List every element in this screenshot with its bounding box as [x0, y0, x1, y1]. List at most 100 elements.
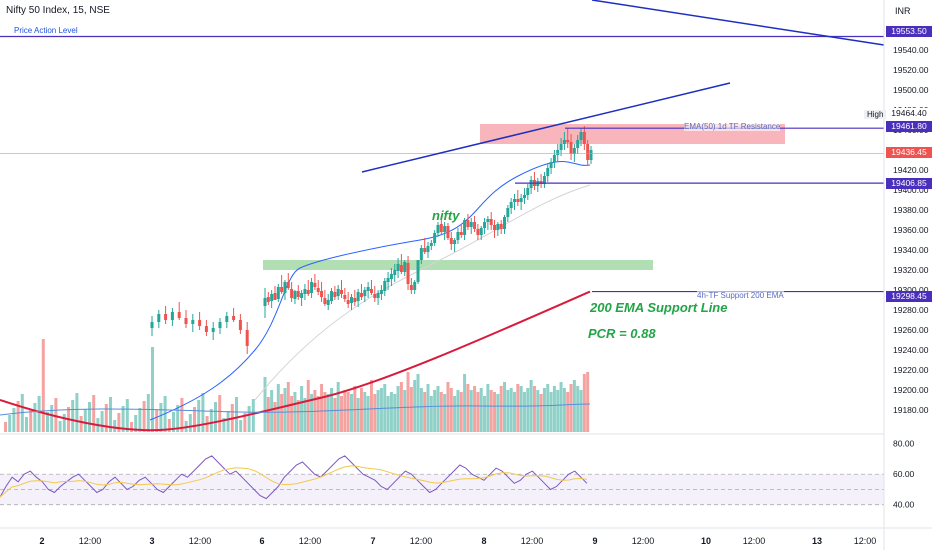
candle [529, 180, 533, 188]
candle [406, 263, 410, 284]
volume-bar [235, 397, 238, 432]
volume-bar [300, 386, 304, 432]
volume-bar [409, 387, 413, 432]
volume-bar [226, 411, 230, 432]
candle [493, 225, 497, 230]
candle [489, 219, 493, 225]
candle [576, 140, 580, 148]
candle [263, 298, 267, 306]
candle [273, 293, 277, 300]
candle [373, 294, 377, 298]
candle [296, 291, 300, 297]
x-tick-label: 6 [259, 536, 264, 546]
volume-bar [50, 405, 54, 432]
candle [293, 291, 297, 299]
volume-bar [159, 403, 163, 432]
candle [349, 297, 353, 303]
candle [343, 295, 347, 299]
candle [369, 289, 373, 293]
rsi-line [0, 455, 588, 500]
volume-bar [552, 386, 556, 432]
candle [436, 225, 440, 233]
volume-bar [436, 386, 440, 432]
volume-bar [303, 398, 307, 432]
resistance-tag: 19461.80 [886, 121, 932, 132]
volume-bar [459, 392, 463, 432]
volume-bar [366, 396, 370, 432]
candle [306, 290, 310, 294]
candle [419, 248, 423, 260]
volume-bar [549, 392, 553, 432]
candle [463, 220, 467, 235]
volume-bar [16, 401, 20, 432]
candle [559, 144, 563, 150]
y-tick-label: 19400.00 [893, 185, 929, 195]
volume-bar [83, 409, 87, 432]
volume-bar [333, 398, 337, 432]
volume-bar [416, 374, 420, 432]
y-tick-label: 19180.00 [893, 405, 929, 415]
volume-bar [117, 413, 121, 432]
candle [476, 229, 480, 235]
volume-bar [113, 420, 117, 432]
candle [486, 219, 490, 222]
volume-bar [399, 382, 403, 432]
y-tick-label: 19320.00 [893, 265, 929, 275]
candles [150, 126, 593, 354]
volume-bar [476, 392, 480, 432]
candle [383, 281, 387, 291]
x-tick-label: 2 [39, 536, 44, 546]
volume-bar [222, 418, 226, 432]
y-tick-label: 19360.00 [893, 225, 929, 235]
volume-bar [273, 402, 277, 432]
candle [569, 142, 573, 154]
volume-bar [209, 409, 213, 432]
ema200-label: 4h-TF Support 200 EMA [697, 291, 784, 300]
volume-bar [310, 394, 314, 432]
volume-bar [316, 396, 320, 432]
volume-bar [37, 396, 41, 432]
volume-bar [266, 397, 270, 432]
volume-bar [393, 394, 397, 432]
candle [549, 162, 553, 168]
y-tick-label: 19240.00 [893, 345, 929, 355]
volume-bar [453, 396, 457, 432]
candle [473, 222, 477, 229]
candle [276, 287, 280, 299]
candle [184, 318, 188, 324]
volume-bar [469, 390, 473, 432]
volume-bar [12, 408, 16, 432]
volume-bar [62, 414, 66, 432]
volume-bar [356, 398, 360, 432]
support-zone [263, 260, 653, 270]
volume-bar [519, 386, 523, 432]
candle [416, 260, 420, 282]
ema-fast-line [149, 161, 591, 421]
descending-trendline [591, 0, 885, 46]
candle [503, 217, 507, 229]
candle [526, 188, 530, 195]
volume-bar [439, 392, 443, 432]
volume-bar [522, 392, 526, 432]
volume-bar [188, 414, 192, 432]
candle [164, 314, 168, 320]
x-tick-label: 13 [812, 536, 822, 546]
candle [363, 290, 367, 296]
candle [336, 289, 340, 296]
candle [356, 292, 360, 301]
candle [399, 265, 403, 272]
volume-bar [243, 413, 247, 432]
volume-bar [290, 396, 294, 432]
candle [353, 298, 357, 302]
ema200-line [0, 290, 591, 432]
volume-bar [376, 390, 380, 432]
candle [386, 278, 390, 282]
candle [245, 330, 249, 346]
volume-bar [320, 384, 324, 432]
trend-lines [361, 0, 885, 173]
volume-bar [429, 396, 433, 432]
volume-bar [406, 372, 410, 432]
price-action-label: Price Action Level [12, 26, 80, 35]
volume-bar [353, 386, 357, 432]
